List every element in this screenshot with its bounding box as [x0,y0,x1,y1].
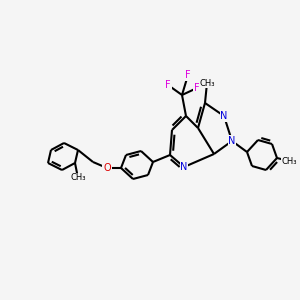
Text: CH₃: CH₃ [281,157,297,166]
Text: N: N [220,111,228,121]
Text: F: F [185,70,191,80]
Text: F: F [165,80,171,90]
Text: O: O [103,163,111,173]
Text: F: F [194,83,200,93]
Text: N: N [228,136,236,146]
Text: CH₃: CH₃ [70,173,86,182]
Text: N: N [180,162,188,172]
Text: CH₃: CH₃ [199,79,215,88]
